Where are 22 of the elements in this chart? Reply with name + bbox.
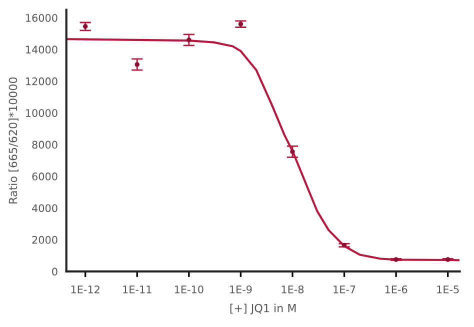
y-tick-label: 10000: [26, 109, 58, 117]
x-tick-label: 1E-5: [437, 286, 459, 294]
x-tick-label: 1E-8: [282, 285, 304, 294]
x-tick-label: 1E-9: [230, 285, 252, 294]
y-tick-label: 16000: [26, 14, 58, 22]
y-axis-title: Ratio [665/620]*10000: [8, 77, 18, 204]
x-tick-label: 1E-11: [123, 286, 152, 294]
point: [290, 149, 295, 154]
y-tick-label: 8000: [32, 140, 58, 149]
y-tick-label: 12000: [26, 77, 58, 86]
y-tick-label: 4000: [32, 204, 58, 212]
y-tick-label: 14000: [26, 46, 58, 54]
y-tick-label: 2000: [32, 236, 58, 244]
x-tick-label: 1E-12: [71, 285, 100, 294]
y-tick-label: 6000: [32, 172, 58, 180]
x-axis-title: [+] JQ1 in M: [230, 304, 296, 314]
x-tick-label: 1E-6: [385, 285, 408, 294]
x-tick-label: 1E-10: [174, 285, 204, 294]
point: [186, 38, 192, 42]
point: [134, 62, 140, 67]
y-tick-label: 0: [52, 268, 58, 276]
x-tick-label: 1E-7: [334, 286, 356, 294]
